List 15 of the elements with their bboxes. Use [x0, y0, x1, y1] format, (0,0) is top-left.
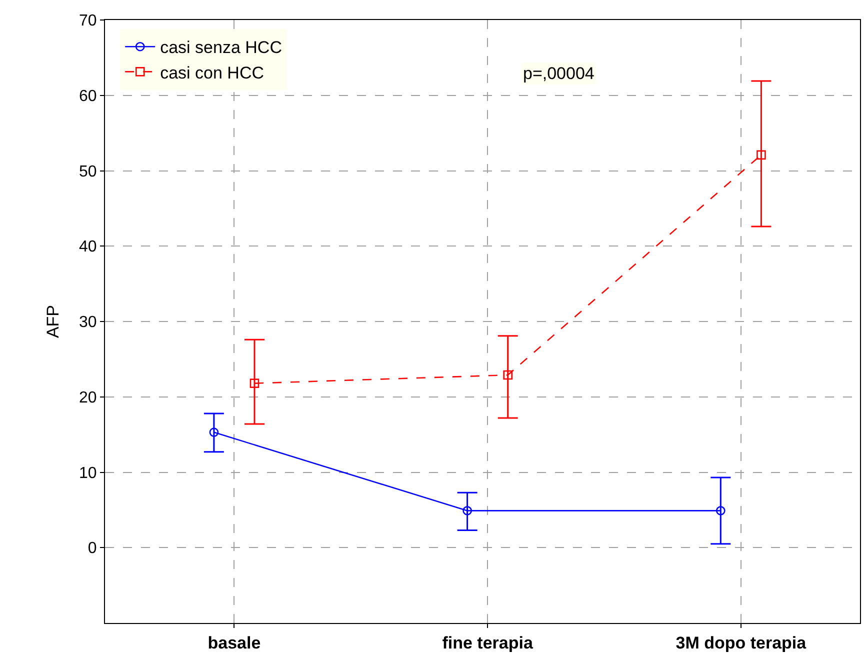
y-tick-label: 0 — [88, 540, 97, 558]
y-axis-title: AFP — [44, 304, 63, 338]
y-tick-label: 10 — [79, 464, 97, 482]
y-tick-label: 40 — [79, 238, 97, 256]
x-tick-label: basale — [208, 633, 261, 652]
y-tick-label: 50 — [79, 163, 97, 180]
x-tick-label: 3M dopo terapia — [676, 633, 807, 652]
legend-label: casi senza HCC — [160, 38, 282, 58]
annotation: p=,00004 — [523, 64, 594, 83]
y-tick-label: 30 — [79, 314, 97, 332]
x-tick-label: fine terapia — [442, 633, 534, 652]
legend-label: casi con HCC — [160, 63, 264, 82]
y-tick-label: 20 — [79, 389, 97, 406]
y-tick-label: 70 — [79, 12, 97, 30]
y-tick-label: 60 — [79, 88, 97, 105]
